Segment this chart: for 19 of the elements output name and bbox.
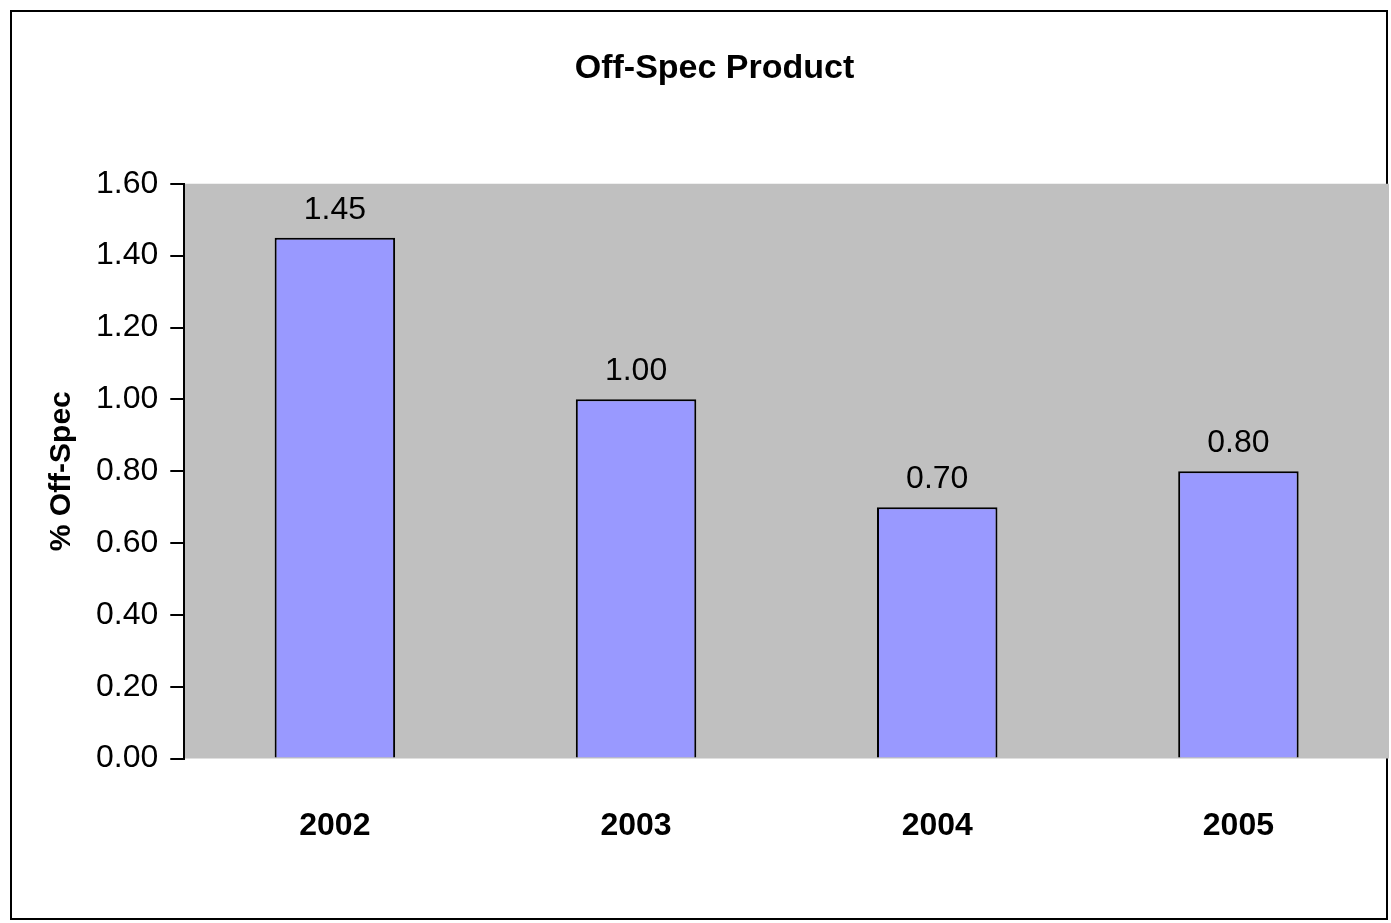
data-label: 1.00 [604,351,668,388]
y-tick-label: 1.60 [96,163,159,200]
y-tick-label: 1.40 [96,235,159,272]
x-tick-label: 2004 [901,805,974,842]
y-tick-label: 1.00 [96,379,159,416]
y-tick-label: 0.00 [96,738,159,775]
y-tick-label: 1.20 [96,307,159,344]
x-tick-label: 2005 [1202,805,1274,842]
data-label: 0.80 [1207,423,1270,460]
x-tick-label: 2002 [299,805,371,842]
data-label: 0.70 [906,458,969,495]
y-tick-label: 0.20 [96,666,159,703]
chart-title: Off-Spec Product [574,46,855,85]
y-axis-title: % Off-Spec [43,391,77,552]
y-tick-label: 0.80 [96,451,159,488]
x-tick-label: 2003 [600,805,672,842]
y-tick-label: 0.40 [96,594,159,631]
y-tick-label: 0.60 [96,522,159,559]
data-label: 1.45 [303,189,367,226]
